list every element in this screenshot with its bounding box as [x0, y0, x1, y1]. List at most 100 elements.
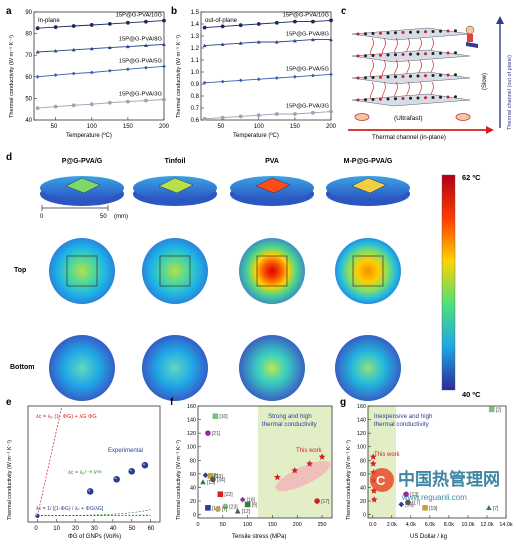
x-tick-label: 40 — [110, 526, 117, 532]
y-tick-label: 60 — [25, 75, 32, 81]
data-point — [203, 117, 207, 121]
panel-g: g Inexpensive and high thermal conductiv… — [340, 397, 513, 540]
atom-node — [409, 53, 412, 56]
atom-node — [394, 75, 397, 78]
eq-series: λᴄ = 1/ [(1-ΦG) / λₚ + ΦG/λG] — [36, 506, 104, 512]
y-tick-label: 1.4 — [191, 22, 200, 28]
y-tick-label: 40 — [190, 485, 196, 491]
slow-label: (Slow) — [482, 73, 488, 90]
data-point — [54, 105, 58, 109]
experimental-point — [128, 468, 135, 475]
atom-node — [432, 96, 435, 99]
bottom-thermal-map — [239, 335, 305, 401]
data-point — [90, 71, 94, 75]
literature-ref-label: [7] — [222, 507, 228, 513]
literature-ref-label: [2] — [496, 407, 502, 413]
atom-node — [372, 98, 375, 101]
atom-node — [357, 99, 360, 102]
watermark-cn: 中国热管理网 — [398, 469, 500, 489]
atom-node — [364, 98, 367, 101]
y-tick-label: 1.2 — [191, 46, 200, 52]
experimental-point — [113, 476, 120, 483]
literature-point — [205, 430, 211, 436]
atom-node — [394, 53, 397, 56]
panel-f-note-2: thermal conductivity — [262, 421, 318, 428]
y-tick-label: 20 — [360, 499, 366, 505]
data-point — [90, 23, 94, 27]
panel-b-series: 15P@G-PVA/10G15P@G-PVA/8G15P@G-PVA/5G15P… — [203, 12, 333, 120]
atom-node — [447, 52, 450, 55]
panel-e-xlabel: ΦG of GNPs (Vol%) — [68, 534, 121, 540]
atom-node — [417, 75, 420, 78]
atom-node — [379, 98, 382, 101]
x-tick-label: 100 — [243, 522, 252, 528]
y-tick-label: 1.3 — [191, 34, 200, 40]
literature-point — [422, 505, 428, 511]
y-tick-label: 50 — [25, 96, 32, 102]
atom-node — [417, 97, 420, 100]
data-point — [311, 20, 315, 24]
panel-c: c (Slow) Thermal channel (out of plane) … — [341, 6, 513, 141]
data-point — [162, 98, 166, 102]
x-tick-label: 60 — [148, 526, 155, 532]
x-tick-label: 100 — [87, 124, 98, 130]
literature-ref-label: [13] — [207, 480, 216, 486]
panel-g-letter: g — [340, 397, 346, 408]
y-tick-label: 160 — [357, 404, 366, 410]
panel-g-note-1: Inexpensive and high — [374, 413, 433, 420]
data-point — [275, 76, 279, 80]
atom-node — [364, 32, 367, 35]
y-tick-label: 140 — [187, 418, 196, 424]
y-tick-label: 60 — [190, 472, 196, 478]
data-point — [221, 80, 225, 84]
data-point — [54, 73, 58, 77]
atom-node — [424, 96, 427, 99]
x-tick-label: 4.0k — [406, 522, 416, 528]
atom-node — [439, 74, 442, 77]
y-tick-label: 0.7 — [191, 106, 200, 112]
y-tick-label: 120 — [187, 431, 196, 437]
y-tick-label: 160 — [187, 404, 196, 410]
data-point — [311, 111, 315, 115]
panel-a: a In-plane Thermal conductivity (W m⁻¹ K… — [6, 6, 170, 139]
sample-header: Tinfoil — [165, 158, 186, 165]
point-highlight — [115, 477, 117, 479]
atom-node — [454, 95, 457, 98]
row-label-bottom: Bottom — [10, 364, 35, 371]
y-tick-label: 40 — [360, 485, 366, 491]
panel-f-ylabel: Thermal conductivity (W m⁻¹ K⁻¹) — [176, 440, 182, 520]
colorbar-max-label: 62 ºC — [462, 173, 481, 182]
panel-f: f Strong and high thermal conductivity T… — [170, 397, 334, 540]
data-point — [329, 110, 333, 114]
x-tick-label: 50 — [129, 526, 136, 532]
atom-node — [417, 31, 420, 34]
data-point — [90, 102, 94, 106]
series-label: 15P@G-PVA/5G — [119, 58, 163, 64]
series-label: 15P@G-PVA/8G — [286, 32, 330, 38]
atom-node — [439, 96, 442, 99]
y-tick-label: 80 — [190, 458, 196, 464]
x-tick-label: 0 — [197, 522, 200, 528]
atom-node — [454, 73, 457, 76]
atom-node — [447, 30, 450, 33]
data-point — [257, 77, 261, 81]
data-point — [239, 23, 243, 27]
data-point — [126, 100, 130, 104]
atom-node — [379, 32, 382, 35]
data-point — [144, 99, 148, 103]
data-point — [144, 66, 148, 70]
x-tick-label: 200 — [293, 522, 302, 528]
panel-b-xlabel: Temperature (ºC) — [233, 132, 279, 139]
y-tick-label: 0.9 — [191, 82, 200, 88]
data-point — [293, 20, 297, 24]
atom-node — [409, 31, 412, 34]
x-tick-label: 50 — [51, 124, 58, 130]
atom-node — [409, 97, 412, 100]
watermark-url: www.reguanli.com — [401, 493, 467, 502]
data-point — [108, 101, 112, 105]
atom-node — [454, 51, 457, 54]
data-point — [203, 26, 207, 30]
sample-header: M-P@G-PVA/G — [344, 158, 393, 165]
atom-node — [364, 76, 367, 79]
